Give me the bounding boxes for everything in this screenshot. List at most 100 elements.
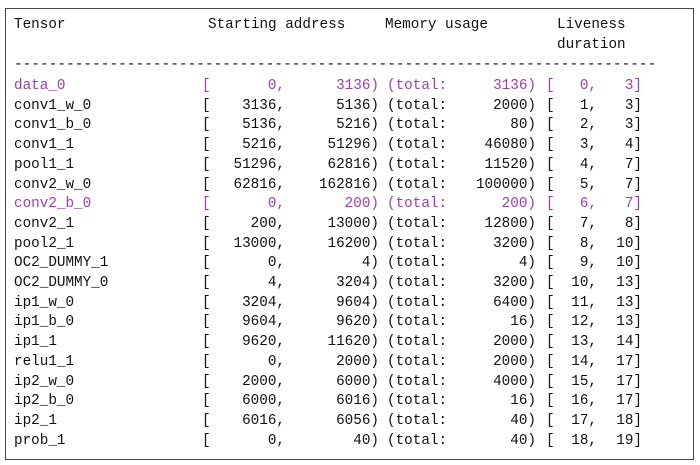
total-label: (total: bbox=[387, 393, 448, 410]
total-label: (total: bbox=[387, 156, 448, 173]
total-label: (total: bbox=[387, 294, 448, 311]
liveness-open: [ bbox=[546, 275, 555, 291]
total-label: (total: bbox=[387, 314, 448, 331]
header-tensor: Tensor bbox=[14, 17, 66, 33]
start-address: 0, bbox=[267, 78, 285, 94]
range-open: [ bbox=[202, 412, 211, 429]
header-liveness: Liveness bbox=[557, 17, 626, 33]
liveness-start: 14, bbox=[571, 353, 597, 370]
end-address: 11620) bbox=[327, 334, 379, 351]
liveness-start: 2, bbox=[579, 117, 597, 134]
liveness-end: 3] bbox=[624, 78, 642, 94]
range-open: [ bbox=[202, 78, 211, 94]
end-address: 162816) bbox=[318, 176, 379, 193]
liveness-end: 19] bbox=[616, 432, 642, 449]
end-address: 3136) bbox=[336, 78, 379, 94]
start-address: 13000, bbox=[233, 235, 285, 252]
memory-total: 12800) bbox=[484, 215, 536, 232]
liveness-end: 3] bbox=[624, 97, 642, 114]
end-address: 5136) bbox=[336, 97, 379, 114]
start-address: 9604, bbox=[242, 314, 285, 331]
liveness-open: [ bbox=[546, 294, 555, 311]
tensor-name: relu1_1 bbox=[14, 353, 75, 370]
total-label: (total: bbox=[387, 196, 448, 213]
liveness-start: 0, bbox=[579, 78, 597, 94]
liveness-end: 8] bbox=[624, 215, 642, 232]
liveness-start: 6, bbox=[579, 196, 597, 213]
liveness-end: 3] bbox=[624, 117, 642, 134]
start-address: 5216, bbox=[242, 137, 285, 154]
end-address: 40) bbox=[353, 432, 379, 449]
range-open: [ bbox=[202, 334, 211, 351]
tensor-name: ip2_1 bbox=[14, 412, 57, 429]
start-address: 0, bbox=[267, 196, 285, 213]
header-starting-address: Starting address bbox=[208, 17, 346, 33]
header-separator: ----------------------------------------… bbox=[14, 57, 657, 73]
liveness-start: 12, bbox=[571, 314, 597, 331]
liveness-open: [ bbox=[546, 117, 555, 134]
liveness-start: 4, bbox=[579, 156, 597, 173]
tensor-name: ip2_w_0 bbox=[14, 373, 75, 390]
memory-total: 3200) bbox=[493, 275, 536, 291]
tensor-name: conv2_1 bbox=[14, 215, 75, 232]
total-label: (total: bbox=[387, 255, 448, 272]
range-open: [ bbox=[202, 393, 211, 410]
total-label: (total: bbox=[387, 176, 448, 193]
start-address: 0, bbox=[267, 432, 285, 449]
liveness-end: 7] bbox=[624, 156, 642, 173]
liveness-end: 17] bbox=[616, 393, 642, 410]
memory-total: 11520) bbox=[484, 156, 536, 173]
header-memory-usage: Memory usage bbox=[385, 17, 488, 33]
start-address: 5136, bbox=[242, 117, 285, 134]
total-label: (total: bbox=[387, 373, 448, 390]
range-open: [ bbox=[202, 156, 211, 173]
end-address: 6000) bbox=[336, 373, 379, 390]
liveness-open: [ bbox=[546, 255, 555, 272]
memory-total: 16) bbox=[510, 314, 536, 331]
liveness-start: 8, bbox=[579, 235, 597, 252]
liveness-end: 17] bbox=[616, 353, 642, 370]
liveness-start: 16, bbox=[571, 393, 597, 410]
range-open: [ bbox=[202, 137, 211, 154]
total-label: (total: bbox=[387, 275, 448, 291]
end-address: 2000) bbox=[336, 353, 379, 370]
memory-total: 3200) bbox=[493, 235, 536, 252]
start-address: 200, bbox=[250, 215, 285, 232]
total-label: (total: bbox=[387, 117, 448, 134]
liveness-end: 13] bbox=[616, 275, 642, 291]
start-address: 6016, bbox=[242, 412, 285, 429]
liveness-end: 7] bbox=[624, 176, 642, 193]
tensor-name: pool1_1 bbox=[14, 156, 75, 173]
total-label: (total: bbox=[387, 137, 448, 154]
tensor-name: ip2_b_0 bbox=[14, 393, 75, 410]
liveness-end: 10] bbox=[616, 235, 642, 252]
range-open: [ bbox=[202, 353, 211, 370]
tensor-name: ip1_b_0 bbox=[14, 314, 75, 331]
end-address: 51296) bbox=[327, 137, 379, 154]
liveness-open: [ bbox=[546, 353, 555, 370]
liveness-end: 13] bbox=[616, 294, 642, 311]
liveness-start: 17, bbox=[571, 412, 597, 429]
liveness-open: [ bbox=[546, 334, 555, 351]
end-address: 3204) bbox=[336, 275, 379, 291]
memory-total: 100000) bbox=[475, 176, 536, 193]
total-label: (total: bbox=[387, 353, 448, 370]
range-open: [ bbox=[202, 176, 211, 193]
liveness-end: 17] bbox=[616, 373, 642, 390]
total-label: (total: bbox=[387, 215, 448, 232]
tensor-name: ip1_w_0 bbox=[14, 294, 75, 311]
end-address: 13000) bbox=[327, 215, 379, 232]
table-frame bbox=[5, 8, 694, 460]
memory-total: 40) bbox=[510, 432, 536, 449]
range-open: [ bbox=[202, 235, 211, 252]
liveness-open: [ bbox=[546, 196, 555, 213]
liveness-open: [ bbox=[546, 156, 555, 173]
liveness-open: [ bbox=[546, 78, 555, 94]
liveness-open: [ bbox=[546, 215, 555, 232]
range-open: [ bbox=[202, 275, 211, 291]
liveness-start: 13, bbox=[571, 334, 597, 351]
start-address: 6000, bbox=[242, 393, 285, 410]
tensor-name: OC2_DUMMY_1 bbox=[14, 255, 109, 272]
memory-total: 2000) bbox=[493, 97, 536, 114]
memory-total: 46080) bbox=[484, 137, 536, 154]
